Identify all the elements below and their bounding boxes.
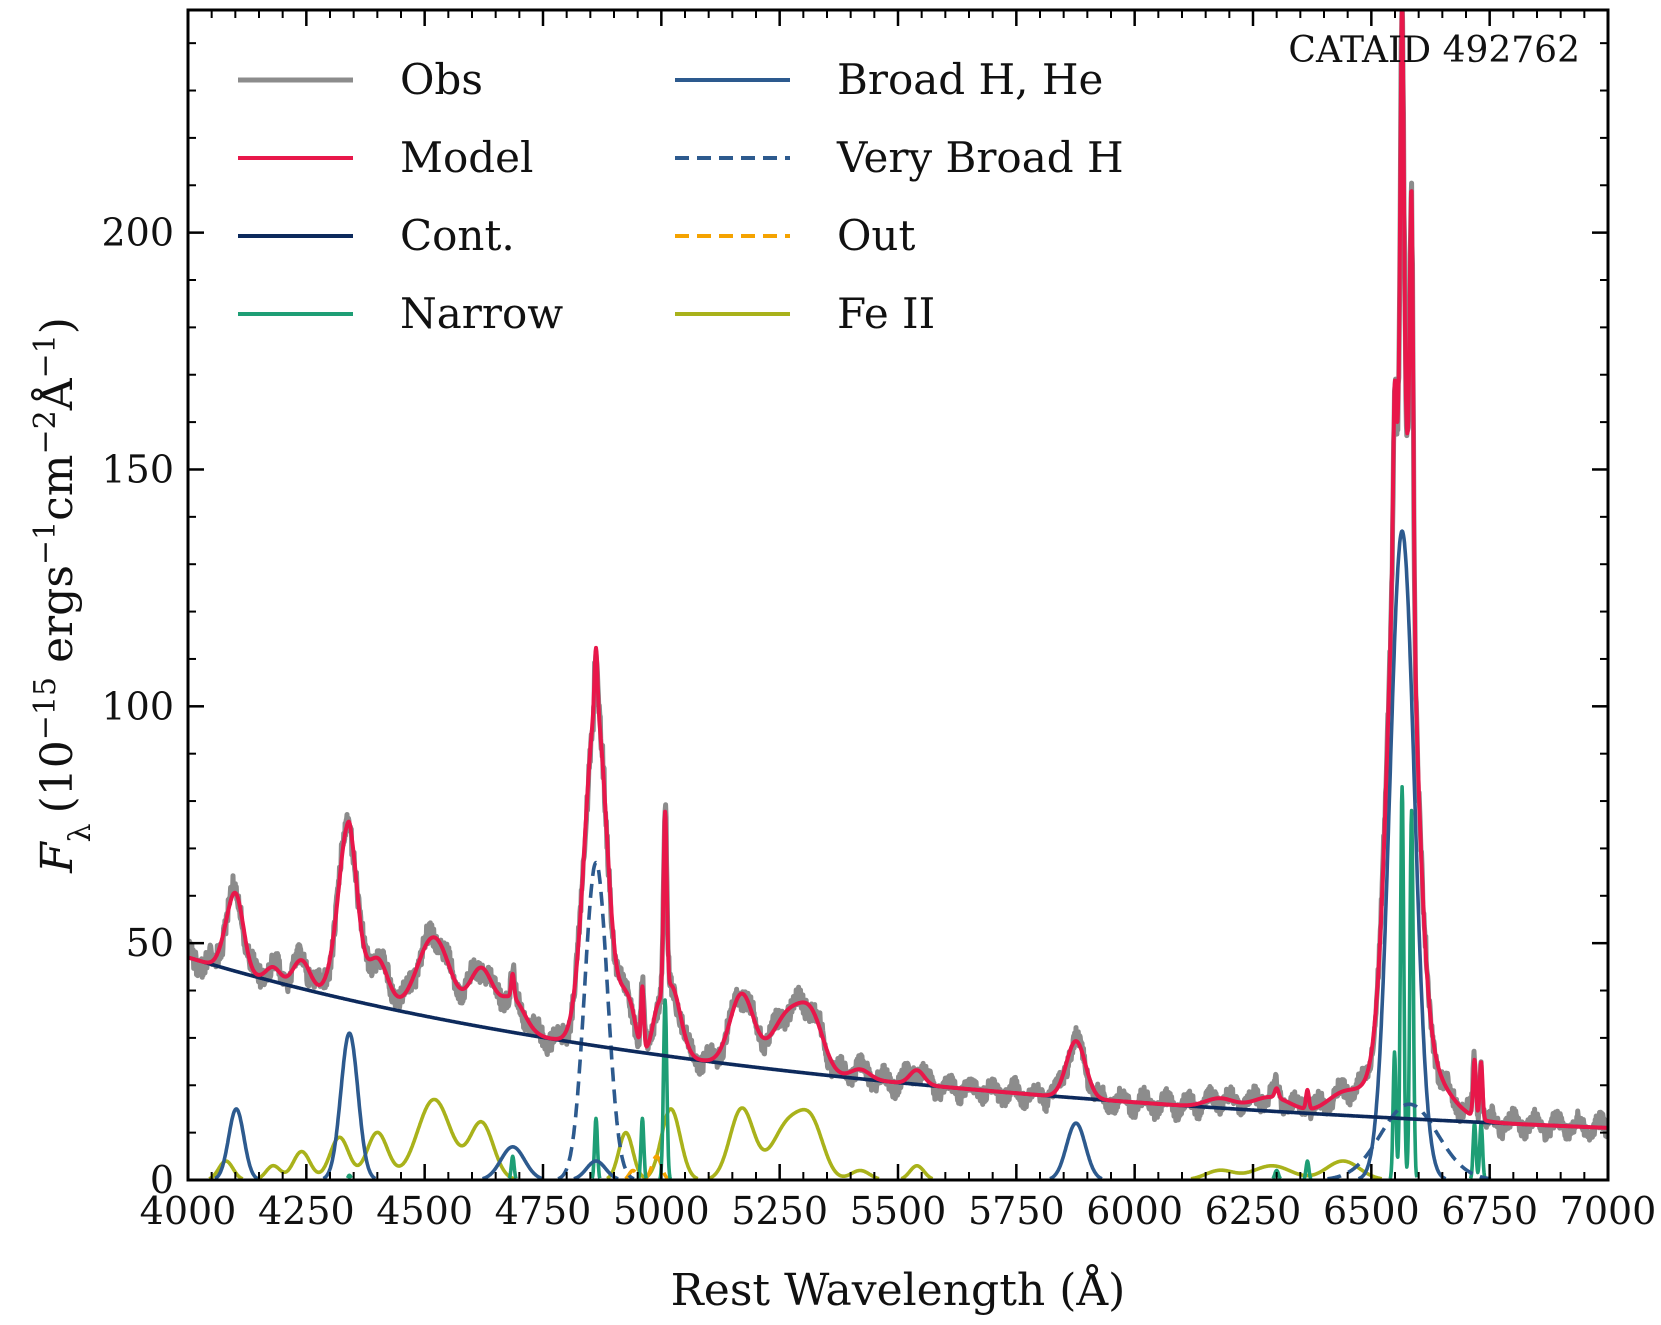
x-tick-label: 4000 bbox=[140, 1189, 237, 1233]
y-axis-label: Fλ(10−15 ergs−1cm−2Å−1) bbox=[28, 317, 98, 874]
x-tick-label: 4500 bbox=[376, 1189, 473, 1233]
series-line-broad bbox=[213, 529, 1447, 1180]
series-line-very-broad bbox=[556, 860, 1493, 1180]
legend-label-obs: Obs bbox=[400, 55, 483, 104]
x-tick-label: 5250 bbox=[731, 1189, 828, 1233]
legend: Obs Model Cont. Narrow Broad H, He Very Broad… bbox=[238, 55, 1124, 338]
legend-label-model: Model bbox=[400, 133, 533, 182]
legend-label-very-broad: Very Broad H bbox=[836, 133, 1124, 182]
y-tick-label: 0 bbox=[150, 1158, 174, 1202]
x-tick-label: 6500 bbox=[1323, 1189, 1420, 1233]
x-tick-label: 4750 bbox=[495, 1189, 592, 1233]
x-axis-label: Rest Wavelength (Å) bbox=[671, 1263, 1126, 1316]
x-tick-label: 6000 bbox=[1086, 1189, 1183, 1233]
x-tick-label: 6750 bbox=[1441, 1189, 1538, 1233]
series-line-model bbox=[188, 10, 1608, 1130]
y-tick-label: 50 bbox=[126, 921, 174, 965]
x-tick-label: 5750 bbox=[968, 1189, 1065, 1233]
x-tick-label: 6250 bbox=[1205, 1189, 1302, 1233]
legend-label-narrow: Narrow bbox=[400, 289, 563, 338]
series-line-out bbox=[624, 1154, 670, 1180]
x-tick-label: 5000 bbox=[613, 1189, 710, 1233]
object-id-annotation: CATAID 492762 bbox=[1288, 30, 1580, 71]
y-tick-label: 200 bbox=[101, 211, 174, 255]
legend-label-cont: Cont. bbox=[400, 211, 515, 260]
x-tick-label: 7000 bbox=[1560, 1189, 1657, 1233]
axis-ticks: 4000 4250 4500 4750 5000 5250 5500 5750 6000 6250… bbox=[101, 10, 1656, 1233]
x-tick-label: 4250 bbox=[258, 1189, 355, 1233]
series-line-feii bbox=[208, 1097, 1384, 1180]
legend-label-broad: Broad H, He bbox=[837, 55, 1103, 104]
series-line-narrow bbox=[345, 785, 1487, 1180]
legend-label-out: Out bbox=[837, 211, 915, 260]
y-tick-label: 100 bbox=[101, 684, 174, 728]
legend-label-feii: Fe II bbox=[837, 289, 935, 338]
x-tick-label: 5500 bbox=[850, 1189, 947, 1233]
y-tick-label: 150 bbox=[101, 447, 174, 491]
series-layer bbox=[188, 10, 1608, 1180]
